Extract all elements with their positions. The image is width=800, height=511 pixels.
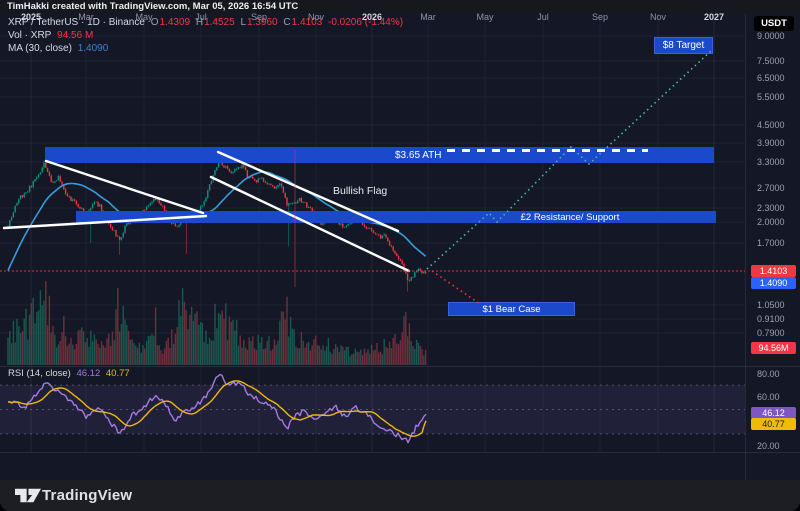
price-tick-label: 5.5000 <box>757 92 785 102</box>
axis-price-badge: 94.56M <box>751 342 796 354</box>
price-tick-label: 9.0000 <box>757 31 785 41</box>
price-tick-label: 4.5000 <box>757 120 785 130</box>
price-tick-label: 2.3000 <box>757 203 785 213</box>
price-tick-label: 6.5000 <box>757 73 785 83</box>
symbol-title[interactable]: XRP / TetherUS · 1D · Binance <box>8 17 145 28</box>
price-axis-separator <box>745 14 746 480</box>
rsi-ma-value: 40.77 <box>105 368 130 379</box>
time-tick-label: 2027 <box>703 12 725 22</box>
change-value: -0.0206 (-1.44%) <box>328 17 404 28</box>
price-tick-label: 7.5000 <box>757 56 785 66</box>
pane-separator-timeaxis <box>0 452 800 453</box>
time-tick-label: May <box>476 12 494 22</box>
axis-price-badge: 1.4103 <box>751 265 796 277</box>
tradingview-logo-icon[interactable] <box>15 487 41 504</box>
price-tick-label: 2.7000 <box>757 183 785 193</box>
bullish-flag-label[interactable]: Bullish Flag <box>333 185 388 197</box>
resistance-label[interactable]: £2 Resistance/ Support <box>520 212 620 223</box>
time-tick-label: 2025 <box>20 12 42 22</box>
close-value: 1.4103 <box>291 17 323 28</box>
time-tick-label: May <box>135 12 153 22</box>
price-tick-label: 3.3000 <box>757 157 785 167</box>
ath-dashed-line[interactable] <box>447 149 648 152</box>
axis-price-badge: 46.12 <box>751 407 796 419</box>
target-price-box[interactable]: $8 Target <box>654 37 713 54</box>
volume-legend: Vol · XRP 94.56 M <box>8 30 94 41</box>
price-tick-label: 0.9100 <box>757 314 785 324</box>
rsi-tick-label: 80.00 <box>757 369 780 379</box>
pane-separator-rsi[interactable] <box>0 366 800 367</box>
volume-value: 94.56 M <box>57 30 94 41</box>
rsi-tick-label: 20.00 <box>757 441 780 451</box>
rsi-value: 46.12 <box>76 368 101 379</box>
tradingview-wordmark[interactable]: TradingView <box>42 487 133 504</box>
rsi-tick-label: 60.00 <box>757 392 780 402</box>
low-value: 1.3960 <box>247 17 278 28</box>
price-tick-label: 1.7000 <box>757 238 785 248</box>
axis-price-badge: 40.77 <box>751 418 796 430</box>
high-value: 1.4525 <box>204 17 235 28</box>
time-tick-label: Jul <box>195 12 207 22</box>
ma-value: 1.4090 <box>77 43 109 54</box>
time-tick-label: 2026 <box>361 12 383 22</box>
bear-case-box[interactable]: $1 Bear Case <box>448 302 575 316</box>
time-tick-label: Nov <box>649 12 667 22</box>
time-tick-label: Jul <box>537 12 549 22</box>
time-tick-label: Mar <box>420 12 436 22</box>
footer-bar: TradingView <box>0 480 800 511</box>
open-value: 1.4309 <box>159 17 191 28</box>
time-tick-label: Nov <box>307 12 325 22</box>
time-axis[interactable] <box>0 452 745 480</box>
price-tick-label: 1.0500 <box>757 300 785 310</box>
price-tick-label: 3.9000 <box>757 138 785 148</box>
price-tick-label: 0.7900 <box>757 328 785 338</box>
rsi-legend: RSI (14, close) 46.12 40.77 <box>8 368 130 379</box>
symbol-legend: XRP / TetherUS · 1D · Binance O1.4309 H1… <box>8 17 404 28</box>
currency-toggle-button[interactable]: USDT <box>754 16 794 31</box>
attribution-text: TimHakki created with TradingView.com, M… <box>7 1 299 12</box>
time-tick-label: Sep <box>250 12 268 22</box>
price-tick-label: 2.0000 <box>757 217 785 227</box>
attribution-bar: TimHakki created with TradingView.com, M… <box>0 0 800 14</box>
axis-price-badge: 1.4090 <box>751 277 796 289</box>
ma-legend: MA (30, close) 1.4090 <box>8 43 109 54</box>
time-tick-label: Mar <box>78 12 94 22</box>
time-tick-label: Sep <box>591 12 609 22</box>
ath-label[interactable]: $3.65 ATH <box>395 150 442 161</box>
